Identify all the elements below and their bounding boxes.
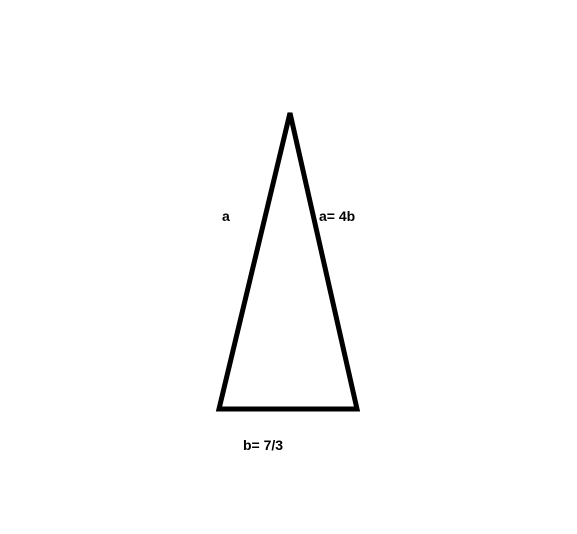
label-left-side: a [222, 208, 230, 224]
label-base: b= 7/3 [243, 437, 283, 453]
triangle-diagram [0, 0, 577, 534]
label-right-side: a= 4b [319, 208, 355, 224]
triangle-shape [219, 113, 357, 409]
